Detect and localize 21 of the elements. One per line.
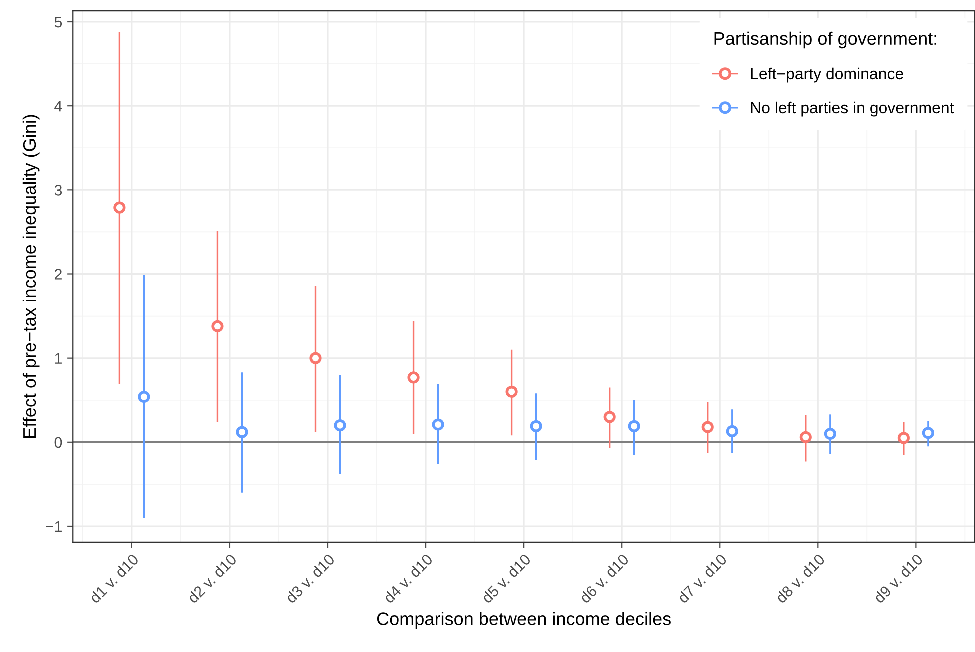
y-tick-label: 0 — [54, 437, 62, 448]
x-axis-title: Comparison between income deciles — [377, 612, 671, 629]
x-tick-label: d4 v. d10 — [382, 553, 434, 604]
x-tick-label: d6 v. d10 — [578, 553, 630, 604]
legend-label: Left−party dominance — [751, 68, 904, 83]
x-tick-label: d3 v. d10 — [284, 553, 336, 604]
y-tick-label: 2 — [54, 269, 62, 280]
x-tick-label: d9 v. d10 — [872, 553, 924, 604]
y-axis-title: Effect of pre−tax income inequality (Gini) — [22, 115, 40, 438]
x-tick-label: d1 v. d10 — [88, 553, 140, 604]
x-tick-label: d8 v. d10 — [774, 553, 826, 604]
legend-label: No left parties in government — [751, 102, 954, 117]
y-tick-label: 3 — [54, 185, 62, 196]
y-tick-label: −1 — [46, 522, 62, 532]
x-tick-label: d5 v. d10 — [480, 553, 532, 604]
y-tick-label: 5 — [54, 17, 62, 28]
x-tick-label: d7 v. d10 — [676, 553, 728, 604]
y-tick-label: 4 — [54, 101, 62, 112]
x-tick-label: d2 v. d10 — [186, 553, 238, 604]
y-tick-label: 1 — [55, 353, 62, 364]
legend-title: Partisanship of government: — [714, 32, 936, 49]
